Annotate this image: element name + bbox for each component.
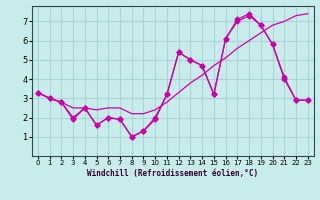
X-axis label: Windchill (Refroidissement éolien,°C): Windchill (Refroidissement éolien,°C) <box>87 169 258 178</box>
